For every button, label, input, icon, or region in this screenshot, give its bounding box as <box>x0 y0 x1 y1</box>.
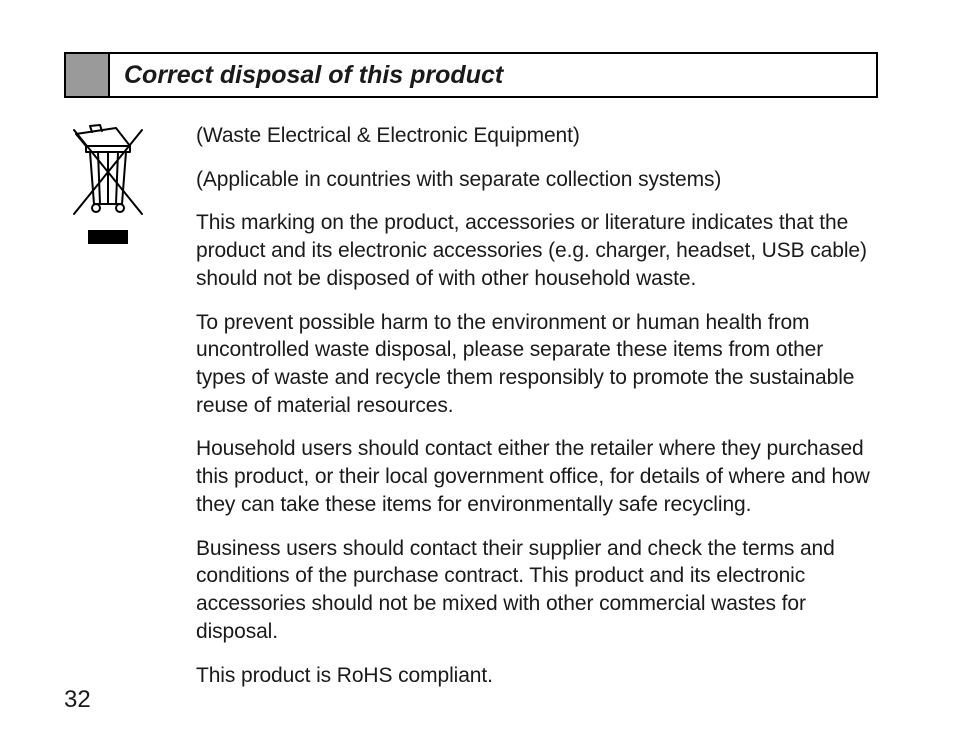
heading-gray-block <box>66 54 110 96</box>
icon-column <box>64 122 196 689</box>
paragraph: This marking on the product, accessories… <box>196 209 878 292</box>
body-row: (Waste Electrical & Electronic Equipment… <box>64 122 878 689</box>
weee-black-bar <box>88 230 128 244</box>
paragraph: To prevent possible harm to the environm… <box>196 309 878 420</box>
paragraph: Business users should contact their supp… <box>196 535 878 646</box>
section-heading: Correct disposal of this product <box>110 54 876 96</box>
paragraph: (Applicable in countries with separate c… <box>196 166 878 194</box>
text-column: (Waste Electrical & Electronic Equipment… <box>196 122 878 689</box>
weee-bin-icon <box>64 122 152 222</box>
paragraph: (Waste Electrical & Electronic Equipment… <box>196 122 878 150</box>
manual-page: Correct disposal of this product <box>0 0 954 742</box>
paragraph: This product is RoHS compliant. <box>196 662 878 690</box>
paragraph: Household users should contact either th… <box>196 435 878 518</box>
section-heading-box: Correct disposal of this product <box>64 52 878 98</box>
page-number: 32 <box>64 686 91 714</box>
